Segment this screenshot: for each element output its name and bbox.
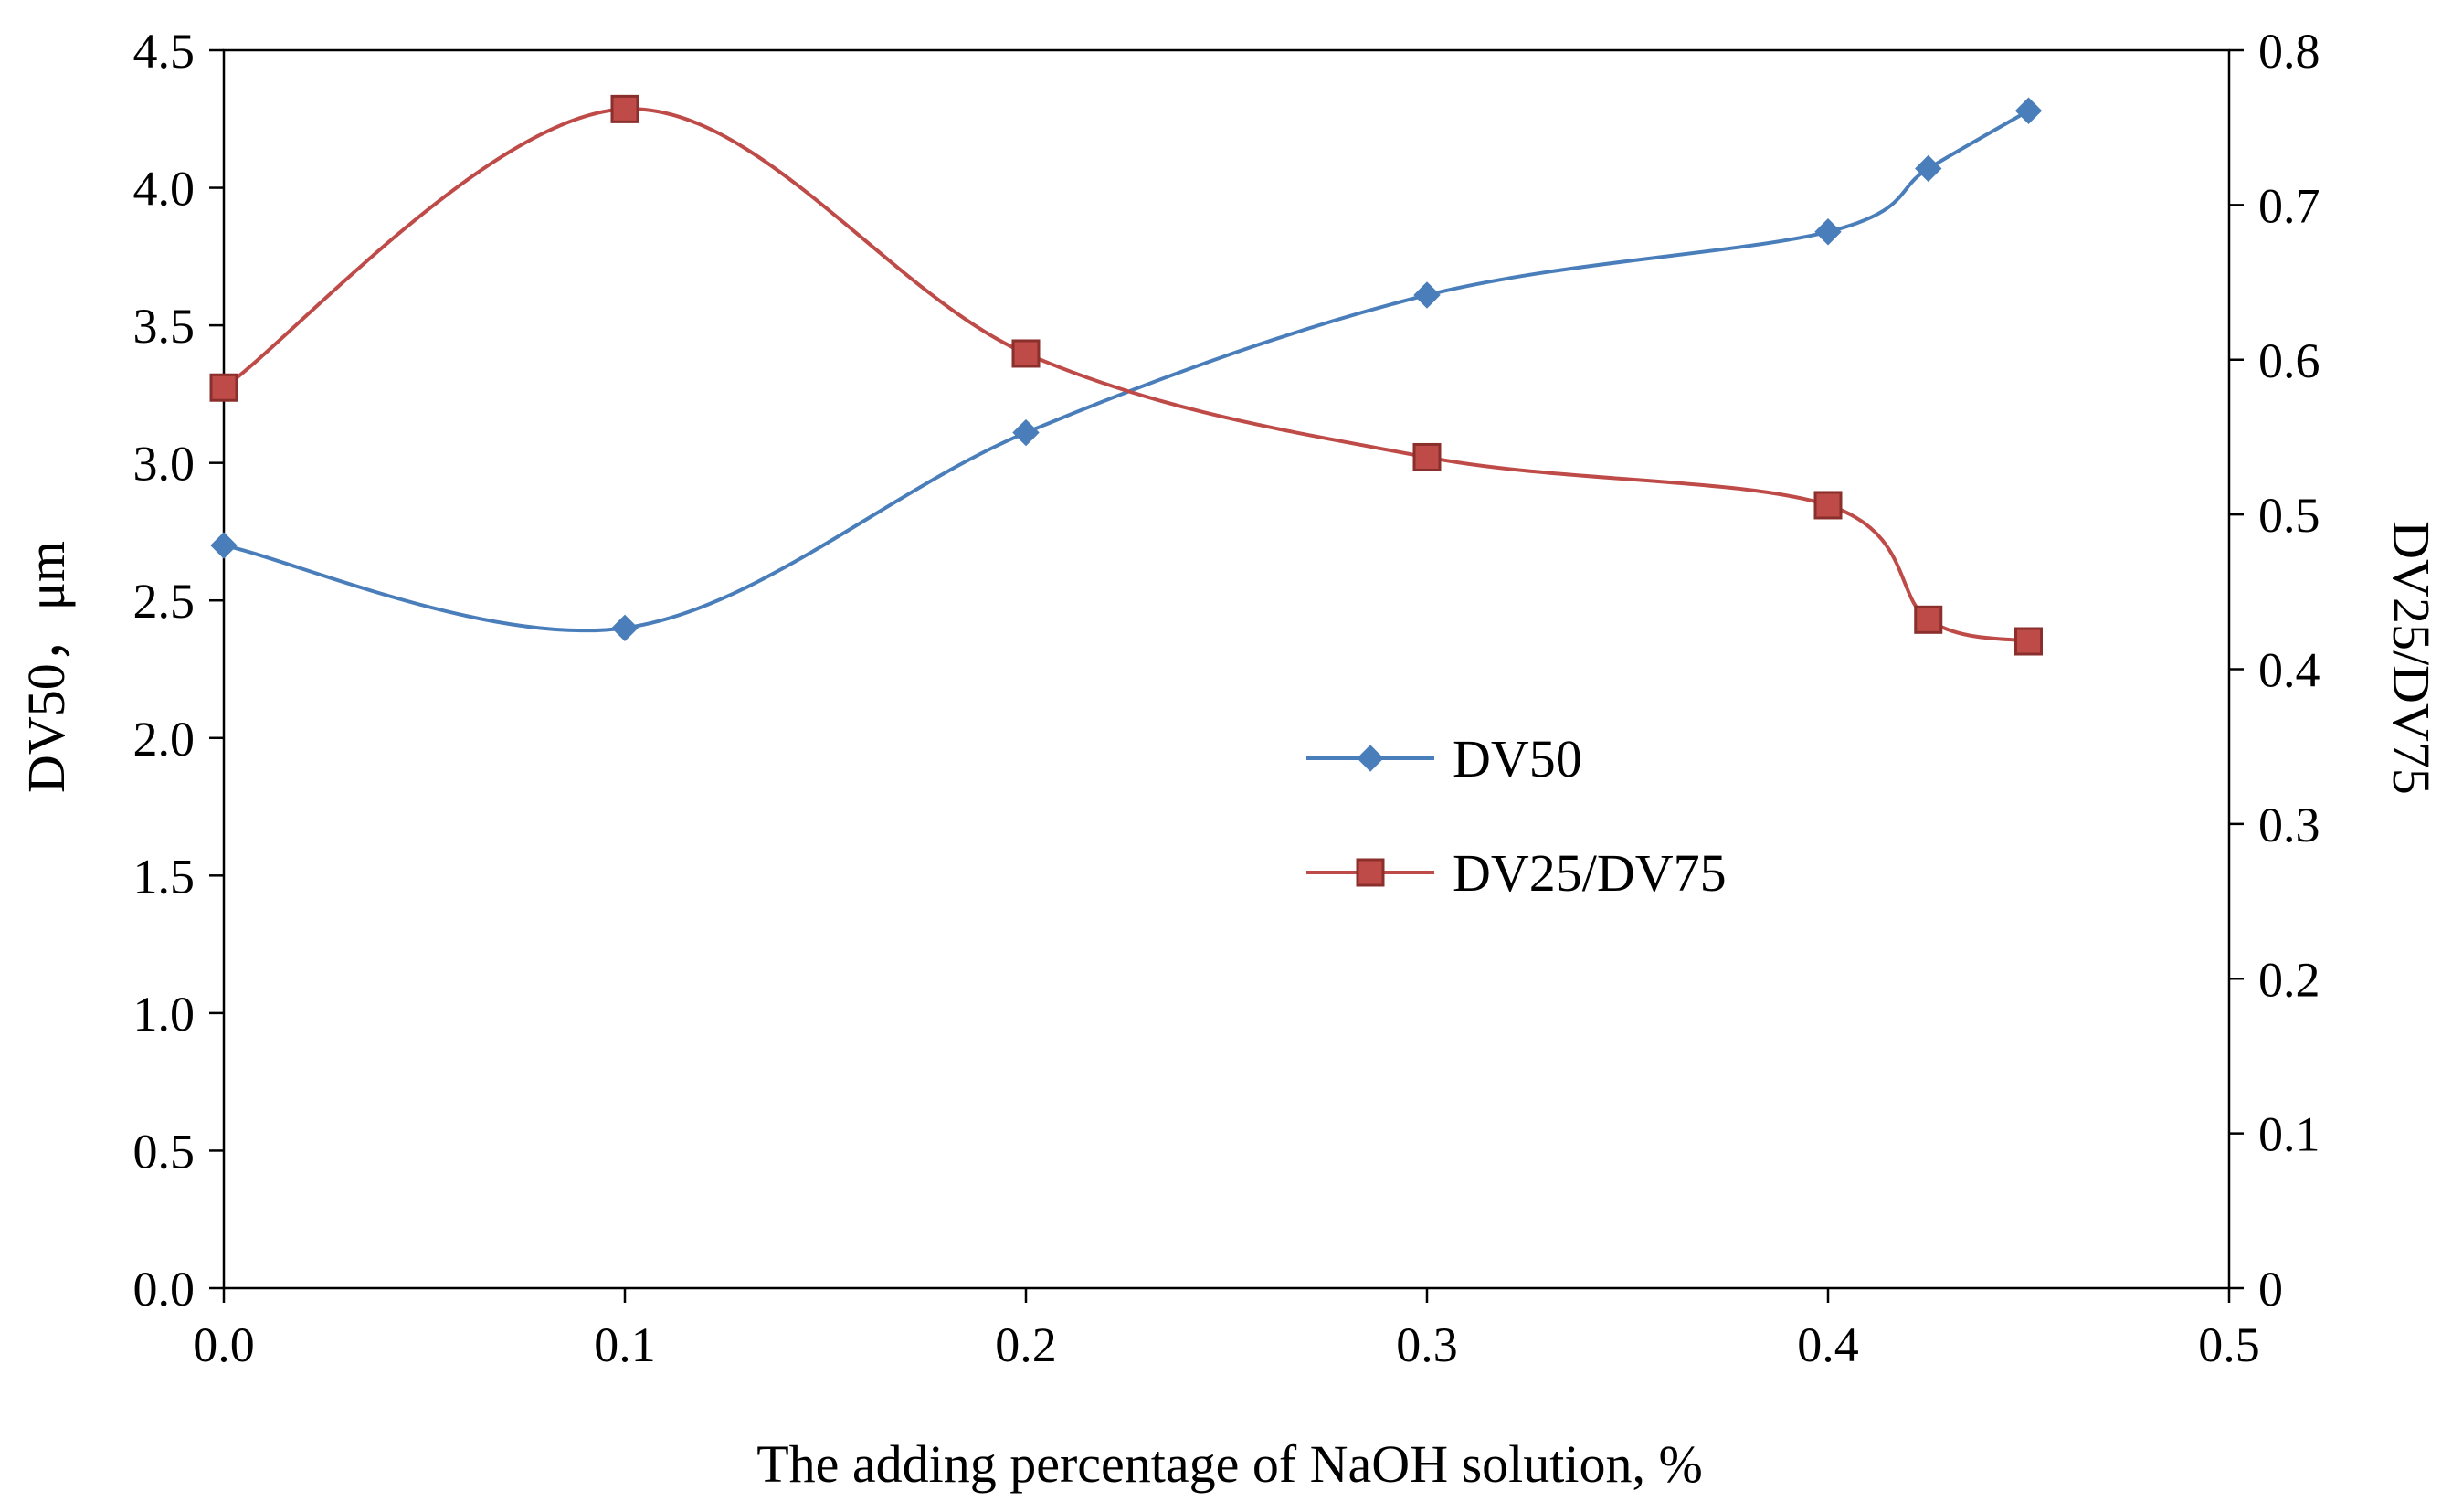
- y-left-tick-label: 3.0: [133, 437, 196, 492]
- y-left-tick-label: 1.0: [133, 987, 196, 1041]
- data-point: [1412, 442, 1442, 471]
- legend-marker: [1357, 745, 1384, 772]
- data-point: [210, 532, 238, 559]
- x-axis: 0.0 0.1 0.2 0.3 0.4 0.5: [193, 1288, 2260, 1372]
- data-point: [2014, 97, 2043, 124]
- y-right-tick-label: 0.8: [2258, 24, 2320, 79]
- x-tick-label: 0.0: [193, 1317, 255, 1372]
- legend: DV50 DV25/DV75: [1306, 729, 1727, 903]
- y-left-tick-label: 0.0: [133, 1262, 196, 1316]
- data-point: [1813, 491, 1843, 520]
- y-left-tick-label: 4.5: [133, 24, 196, 79]
- y-left-tick-label: 1.5: [133, 849, 196, 904]
- series-dv50: [210, 97, 2043, 642]
- x-tick-label: 0.2: [995, 1317, 1057, 1372]
- y-left-tick-label: 4.0: [133, 162, 196, 217]
- y-right-tick-label: 0.2: [2258, 952, 2320, 1007]
- x-axis-title: The adding percentage of NaOH solution, …: [756, 1434, 1703, 1494]
- data-point: [1413, 281, 1441, 309]
- series-line: [223, 109, 2030, 633]
- legend-label: DV50: [1453, 729, 1582, 788]
- y-right-tick-label: 0: [2258, 1262, 2283, 1316]
- legend-marker: [1356, 858, 1385, 887]
- data-point: [610, 94, 639, 123]
- y-axis-left-title: DV50，μm: [16, 541, 76, 793]
- y-right-tick-label: 0.6: [2258, 333, 2320, 388]
- y-left-tick-label: 2.0: [133, 712, 196, 767]
- x-tick-label: 0.4: [1797, 1317, 1859, 1372]
- data-point: [611, 614, 639, 642]
- x-tick-label: 0.3: [1396, 1317, 1458, 1372]
- data-point: [1915, 154, 1942, 183]
- y-axis-right-title: DV25/DV75: [2382, 521, 2441, 795]
- series-dv25-dv75: [209, 94, 2043, 656]
- y-left-tick-label: 3.5: [133, 299, 196, 354]
- data-point: [209, 373, 238, 402]
- y-right-tick-label: 0.4: [2258, 643, 2320, 698]
- y-left-tick-label: 2.5: [133, 574, 196, 629]
- series-layer: [209, 94, 2043, 656]
- series-line: [222, 107, 2029, 643]
- data-point: [1012, 418, 1040, 447]
- data-point: [1914, 605, 1943, 634]
- y-axis-right: 0 0.1 0.2 0.3 0.4 0.5 0.6 0.7 0.8: [2229, 24, 2320, 1316]
- x-tick-label: 0.5: [2198, 1317, 2260, 1372]
- y-right-tick-label: 0.3: [2258, 798, 2320, 852]
- y-right-tick-label: 0.5: [2258, 488, 2320, 543]
- data-point: [1814, 218, 1842, 246]
- y-left-tick-label: 0.5: [133, 1124, 196, 1179]
- y-right-tick-label: 0.1: [2258, 1107, 2320, 1162]
- legend-label: DV25/DV75: [1453, 843, 1727, 903]
- y-axis-left: 0.0 0.5 1.0 1.5 2.0 2.5 3.0 3.5 4.0 4.5: [133, 24, 224, 1316]
- y-right-tick-label: 0.7: [2258, 178, 2320, 233]
- data-point: [2014, 627, 2043, 656]
- data-point: [1011, 339, 1041, 368]
- x-tick-label: 0.1: [594, 1317, 656, 1372]
